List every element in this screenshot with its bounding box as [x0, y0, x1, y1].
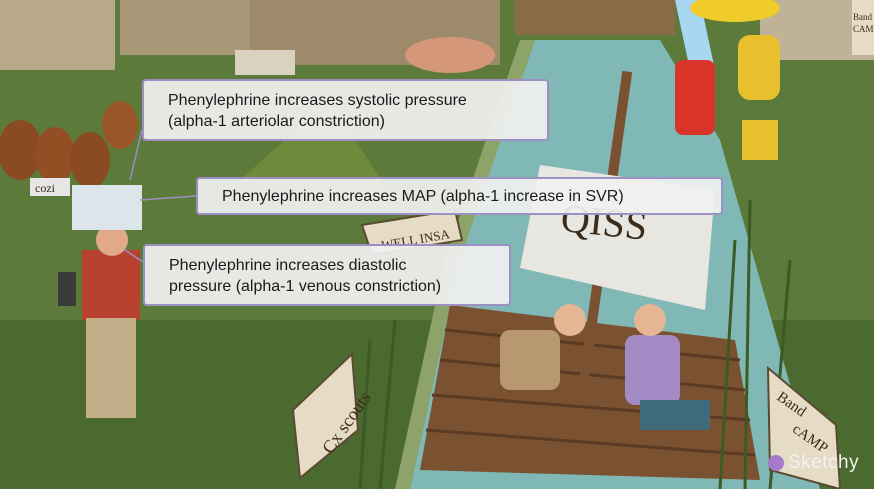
callout-systolic-line2: (alpha-1 arteriolar constriction)	[168, 113, 385, 130]
lantern	[58, 272, 76, 306]
dog-4	[102, 101, 138, 149]
girl-jeans	[640, 400, 710, 430]
child-map	[72, 185, 142, 230]
scout-boy-head	[554, 304, 586, 336]
sign-top-right	[852, 0, 874, 55]
dog-collar-label: cozi	[35, 181, 56, 195]
cabin-porch	[515, 0, 675, 35]
callout-diastolic-line2: pressure (alpha-1 venous constriction)	[169, 278, 442, 295]
girl-raincoat	[738, 35, 780, 100]
callout-systolic-line1: Phenylephrine increases systolic pressur…	[168, 92, 467, 109]
sign-right	[766, 365, 842, 489]
callout-diastolic: Phenylephrine increases diastolic pressu…	[143, 244, 511, 306]
cabin-mid	[120, 0, 250, 55]
sign-top-right-label-2: CAMP	[853, 24, 874, 34]
callout-map-line1: Phenylephrine increases MAP (alpha-1 inc…	[222, 188, 624, 205]
callout-systolic: Phenylephrine increases systolic pressur…	[142, 79, 549, 141]
sketchy-logo: Sketchy	[788, 452, 860, 473]
man-shirt	[82, 250, 140, 320]
dog-collar-tag	[30, 178, 70, 196]
scout-boy	[500, 330, 560, 390]
steps	[235, 50, 295, 75]
dog-1	[0, 120, 42, 180]
man-pants	[86, 318, 136, 418]
umbrella	[690, 0, 780, 22]
fire-hydrant	[675, 60, 715, 135]
sign-top-right-label-1: Band	[853, 12, 872, 22]
girl-boots	[742, 120, 778, 160]
logo-icon	[768, 455, 784, 471]
callout-diastolic-line1: Phenylephrine increases diastolic	[169, 257, 407, 274]
girl-lilac	[625, 335, 680, 405]
water-spray	[675, 0, 715, 70]
callout-pointers	[124, 129, 197, 263]
sign-left	[291, 351, 360, 480]
girl-head	[634, 304, 666, 336]
canal-edge	[395, 40, 535, 489]
dog-2	[35, 127, 75, 183]
dog-3	[70, 132, 110, 188]
cabin-left	[0, 0, 115, 70]
callout-map: Phenylephrine increases MAP (alpha-1 inc…	[196, 177, 723, 215]
pig	[405, 37, 495, 73]
man-head	[96, 224, 128, 256]
